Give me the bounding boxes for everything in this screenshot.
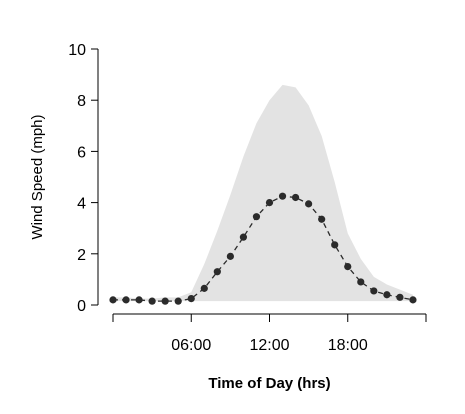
data-point: [109, 296, 117, 304]
confidence-band-layer: [113, 84, 413, 302]
x-tick-label: 12:00: [249, 337, 289, 354]
data-point: [383, 291, 391, 299]
data-point: [265, 199, 274, 207]
data-point: [226, 252, 234, 260]
y-tick-label: 4: [77, 196, 86, 213]
data-point: [148, 297, 156, 305]
axes-layer: 0 2 4 6 8 10 06:00 12:00 18:00: [68, 42, 427, 354]
data-point: [357, 278, 365, 286]
data-point: [318, 215, 326, 223]
series-points-layer: [109, 192, 417, 305]
y-axis-title: Wind Speed (mph): [29, 114, 46, 239]
data-point: [174, 297, 182, 305]
data-point: [278, 192, 287, 200]
data-point: [370, 287, 378, 295]
x-axis-title: Time of Day (hrs): [208, 375, 330, 392]
data-point: [252, 213, 261, 221]
data-point: [187, 295, 195, 303]
y-tick-label: 0: [77, 298, 86, 315]
data-point: [200, 284, 208, 292]
y-tick-label: 8: [77, 93, 86, 110]
x-tick-label: 06:00: [171, 337, 211, 354]
data-point: [239, 233, 248, 241]
x-tick-label: 18:00: [328, 337, 368, 354]
data-point: [291, 193, 300, 202]
data-point: [161, 297, 169, 305]
data-point: [122, 296, 130, 304]
y-tick-label: 6: [77, 144, 86, 161]
y-tick-label: 2: [77, 247, 86, 264]
data-point: [344, 263, 352, 271]
data-point: [331, 241, 339, 249]
data-point: [305, 200, 313, 208]
shaded-range-band: [113, 84, 413, 302]
data-point: [396, 293, 404, 301]
data-point: [135, 296, 143, 304]
data-point: [213, 268, 221, 276]
y-tick-label: 10: [68, 42, 86, 59]
data-point: [409, 296, 417, 304]
